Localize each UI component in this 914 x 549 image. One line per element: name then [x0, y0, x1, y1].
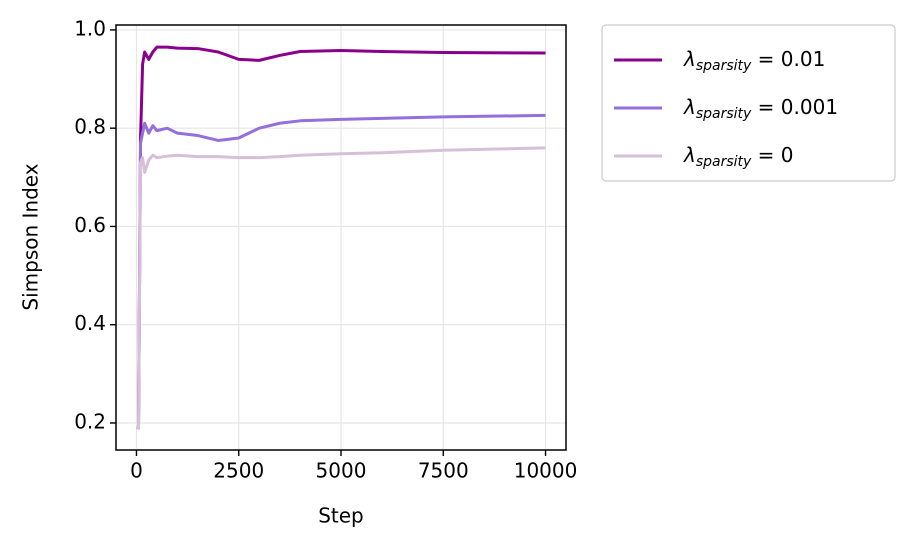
legend-label: λsparsity = 0.001	[683, 95, 838, 123]
y-tick-label: 0.2	[74, 409, 106, 433]
y-tick-label: 1.0	[74, 16, 106, 40]
x-axis-label: Step	[318, 504, 364, 528]
x-tick-label: 5000	[316, 459, 367, 483]
line	[136, 113, 546, 430]
legend-frame	[601, 24, 896, 182]
line	[136, 45, 546, 430]
y-tick-label: 0.8	[74, 115, 106, 139]
x-tick-label: 10000	[514, 459, 578, 483]
legend-label: λsparsity = 0.01	[683, 47, 825, 75]
legend: λsparsity = 0.01 λsparsity = 0.001 λsparsi…	[601, 24, 896, 182]
legend-label: λsparsity = 0	[683, 143, 794, 171]
x-tick-label: 2500	[213, 459, 264, 483]
line	[136, 146, 546, 430]
x-tick-label: 0	[130, 459, 143, 483]
y-tick-label: 0.4	[74, 311, 106, 335]
y-tick-label: 0.6	[74, 213, 106, 237]
y-axis-label: Simpson Index	[19, 163, 43, 310]
x-tick-label: 7500	[418, 459, 469, 483]
plot-frame	[115, 24, 567, 451]
